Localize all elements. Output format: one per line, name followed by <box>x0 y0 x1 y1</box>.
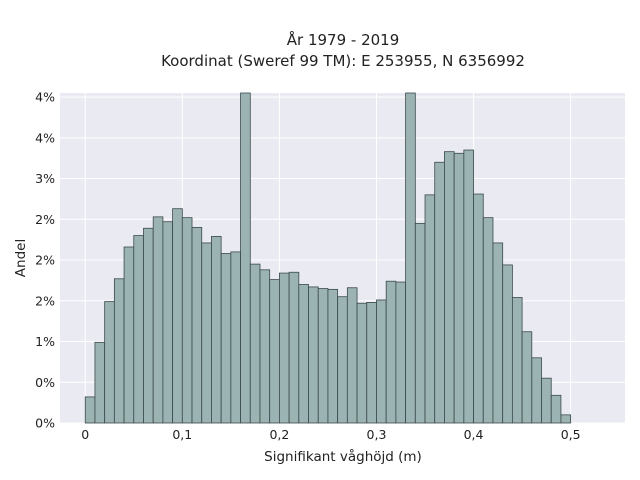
histogram-bar <box>143 227 154 424</box>
x-tick-label: 0,1 <box>172 427 192 442</box>
histogram-bar <box>463 149 474 424</box>
histogram-bar <box>492 242 504 424</box>
histogram-bar <box>269 279 280 424</box>
y-tick-label: 2% <box>35 293 55 308</box>
histogram-bar <box>172 208 183 424</box>
x-axis-label: Signifikant våghöjd (m) <box>264 448 422 465</box>
histogram-bar <box>444 151 455 424</box>
histogram-bar <box>376 299 387 424</box>
histogram-bar <box>162 221 174 424</box>
x-tick-label: 0,2 <box>269 427 289 442</box>
histogram-bar <box>414 222 426 424</box>
histogram-bar <box>356 302 368 424</box>
x-tick-label: 0,5 <box>561 427 581 442</box>
y-tick-label: 3% <box>35 171 55 186</box>
histogram-bar <box>560 414 572 424</box>
histogram-bar <box>531 357 542 424</box>
y-tick-label: 2% <box>35 212 55 227</box>
histogram-bar <box>259 269 271 424</box>
histogram-bar <box>181 217 193 424</box>
x-axis-ticks: 0 0,1 0,2 0,3 0,4 0,5 <box>81 427 580 442</box>
histogram-bar <box>482 217 494 424</box>
histogram-bar <box>366 302 377 424</box>
chart-title-line-1: År 1979 - 2019 <box>287 30 400 49</box>
histogram-bar <box>123 246 135 424</box>
histogram-bar <box>278 272 290 424</box>
histogram-bar <box>288 271 300 424</box>
histogram-bar <box>317 288 329 424</box>
histogram-bar <box>220 253 232 424</box>
histogram-bar <box>337 296 348 424</box>
histogram-bar <box>541 377 552 424</box>
histogram-bar <box>521 331 533 424</box>
y-axis-ticks: 0% 0% 1% 2% 2% 2% 3% 4% 4% <box>35 90 55 431</box>
histogram-bar <box>550 394 562 424</box>
x-tick-label: 0,3 <box>367 427 387 442</box>
histogram-bar <box>405 92 416 424</box>
histogram-bar <box>424 194 436 424</box>
histogram-bar <box>230 251 241 424</box>
histogram-bar <box>94 341 106 424</box>
histogram-bar <box>434 161 445 424</box>
histogram-bar <box>84 396 96 424</box>
histogram-bar <box>152 216 164 424</box>
histogram-bar <box>201 242 212 424</box>
y-tick-label: 2% <box>35 253 55 268</box>
histogram-bar <box>113 278 125 424</box>
histogram-bar <box>211 236 222 424</box>
histogram-bar <box>395 281 407 424</box>
y-axis-label: Andel <box>13 239 29 277</box>
histogram-bar <box>327 288 339 424</box>
y-tick-label: 0% <box>35 416 55 431</box>
histogram-bar <box>473 193 484 424</box>
y-tick-label: 4% <box>35 90 55 105</box>
histogram-bar <box>511 297 523 424</box>
histogram-bar <box>308 286 319 424</box>
y-tick-label: 1% <box>35 334 55 349</box>
histogram-bar <box>249 263 261 424</box>
histogram-bar <box>104 301 115 424</box>
histogram-bar <box>502 264 513 424</box>
histogram-bar <box>191 227 203 424</box>
histogram-bar <box>385 280 397 424</box>
chart-title-line-2: Koordinat (Sweref 99 TM): E 253955, N 63… <box>161 52 525 70</box>
y-tick-label: 4% <box>35 130 55 145</box>
histogram-bars <box>84 92 572 424</box>
histogram-bar <box>453 152 465 424</box>
histogram-bar <box>298 284 309 424</box>
x-tick-label: 0 <box>81 427 89 442</box>
x-tick-label: 0,4 <box>464 427 484 442</box>
histogram-bar <box>240 92 251 424</box>
histogram-bar <box>346 287 358 424</box>
histogram-bar <box>133 235 144 424</box>
y-tick-label: 0% <box>35 375 55 390</box>
